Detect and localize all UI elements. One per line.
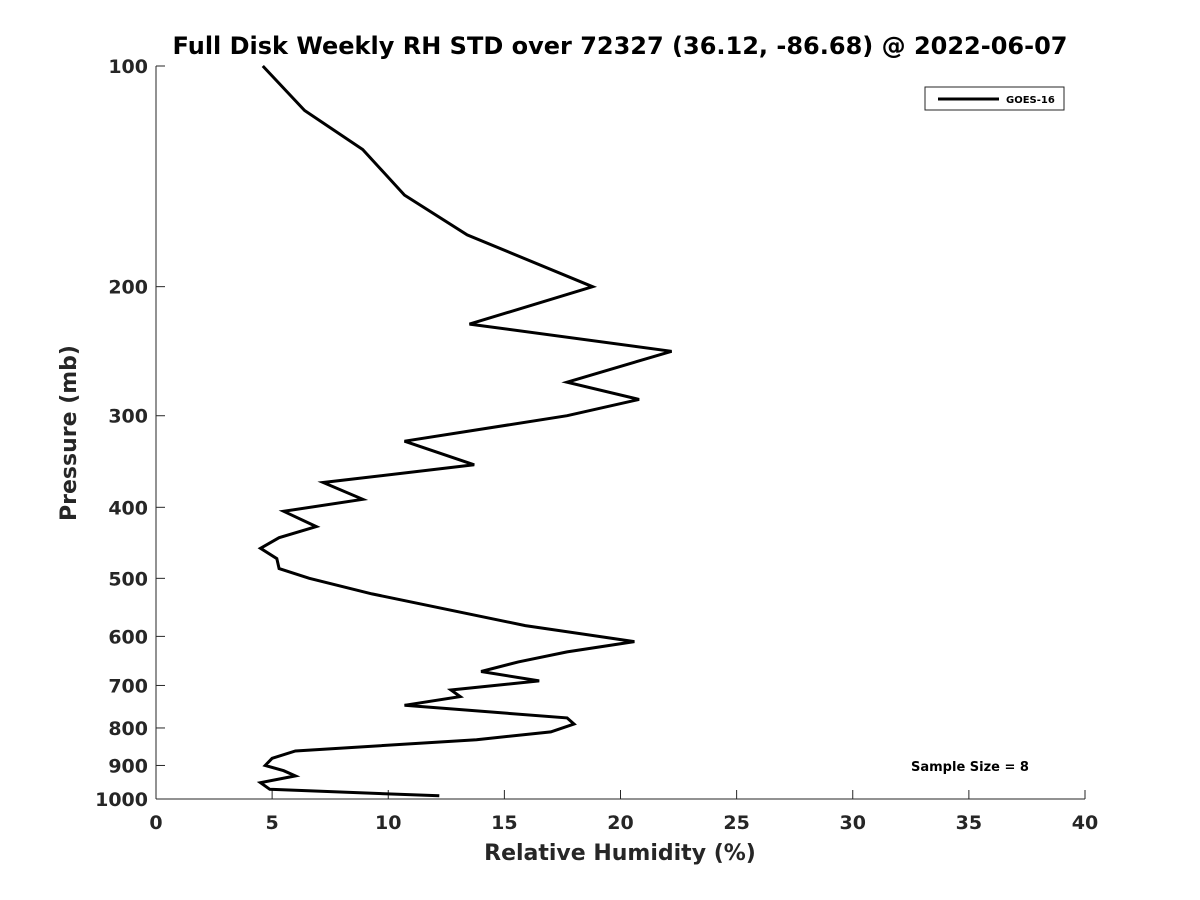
y-tick-label: 100 [108, 56, 148, 78]
x-tick-label: 0 [149, 812, 162, 834]
x-tick-label: 35 [956, 812, 982, 834]
y-tick-label: 800 [108, 718, 148, 740]
x-tick-label: 40 [1072, 812, 1098, 834]
x-tick-label: 5 [266, 812, 279, 834]
y-tick-label: 700 [108, 675, 148, 697]
legend: GOES-16 [924, 86, 1065, 111]
y-tick-label: 500 [108, 568, 148, 590]
x-ticks: 0 5 10 15 20 25 30 35 40 [149, 790, 1098, 834]
y-tick-label: 900 [108, 755, 148, 777]
y-axis-label: Pressure (mb) [57, 345, 82, 521]
chart-title: Full Disk Weekly RH STD over 72327 (36.1… [173, 32, 1068, 60]
x-tick-label: 20 [607, 812, 633, 834]
x-tick-label: 25 [723, 812, 749, 834]
series-layer [256, 64, 673, 798]
y-tick-label: 600 [108, 626, 148, 648]
y-tick-label: 300 [108, 406, 148, 428]
x-tick-label: 10 [375, 812, 401, 834]
y-tick-label: 200 [108, 277, 148, 299]
x-tick-label: 15 [491, 812, 517, 834]
plot-area [155, 66, 1085, 800]
y-tick-label: 1000 [95, 789, 148, 811]
y-ticks: 100 200 300 400 500 600 700 800 900 1000 [95, 56, 165, 811]
y-tick-label: 400 [108, 497, 148, 519]
series-line-goes-16 [256, 64, 673, 798]
sample-size-annotation: Sample Size = 8 [911, 760, 1029, 775]
legend-entry-goes-16: GOES-16 [1006, 95, 1055, 106]
x-tick-label: 30 [840, 812, 866, 834]
x-axis-label: Relative Humidity (%) [484, 841, 756, 866]
